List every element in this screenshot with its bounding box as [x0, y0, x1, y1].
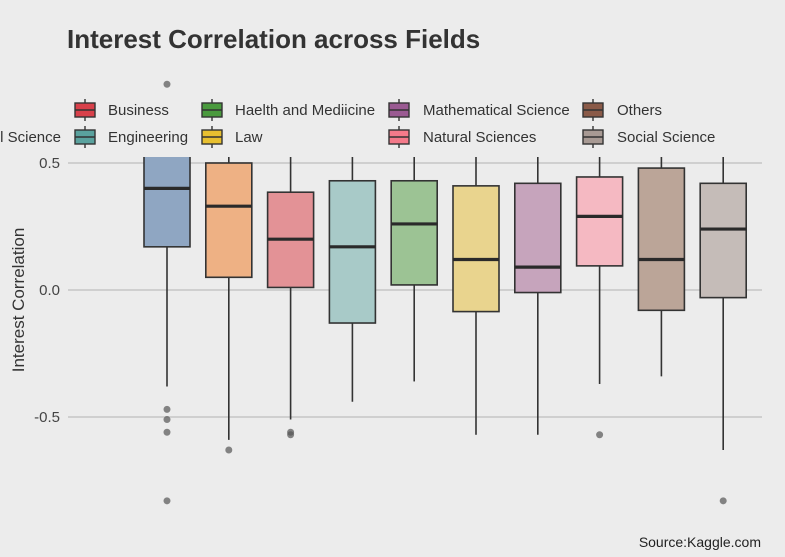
box: [143, 146, 191, 248]
box-group: [266, 137, 315, 439]
outlier-point: [596, 431, 604, 439]
legend-label: l Science: [0, 129, 61, 146]
legend-label: Haelth and Mediicine: [235, 102, 375, 119]
legend-item: Social Science: [582, 126, 715, 148]
box: [328, 179, 377, 324]
legend-label: Law: [235, 129, 263, 146]
y-tick-label: -0.5: [34, 409, 60, 426]
box-group: [205, 137, 253, 454]
box-group: [390, 137, 439, 382]
box-group: [143, 80, 191, 505]
outlier-point: [163, 405, 171, 413]
box-group: [637, 137, 686, 377]
legend-item: l Science: [0, 129, 61, 146]
outlier-point: [163, 497, 171, 505]
legend-item: Others: [582, 99, 662, 121]
box-group: [328, 137, 377, 402]
legend-item: Business: [74, 99, 169, 121]
legend-item: Law: [201, 126, 263, 148]
box: [699, 182, 748, 299]
legend-label: Mathematical Science: [423, 102, 570, 119]
legend-item: Engineering: [74, 126, 188, 148]
legend-item: Mathematical Science: [388, 99, 570, 121]
legend-item: Natural Sciences: [388, 126, 536, 148]
legend-label: Others: [617, 102, 662, 119]
legend-label: Natural Sciences: [423, 129, 536, 146]
outlier-point: [287, 431, 295, 439]
y-tick-label: 0.5: [39, 155, 60, 172]
y-tick-label: 0.0: [39, 282, 60, 299]
source-caption: Source:Kaggle.com: [639, 534, 761, 550]
outlier-point: [163, 428, 171, 436]
legend-label: Social Science: [617, 129, 715, 146]
outlier-point: [719, 497, 727, 505]
box-group: [513, 137, 562, 435]
box: [452, 185, 500, 313]
box: [637, 167, 686, 312]
box: [390, 179, 439, 286]
box-group: [452, 137, 500, 435]
box-group: [575, 137, 624, 439]
legend-label: Business: [108, 102, 169, 119]
box: [513, 182, 562, 294]
box-group: [699, 137, 748, 505]
outlier-point: [163, 80, 171, 88]
outlier-point: [225, 446, 233, 454]
box: [575, 176, 624, 267]
chart-title: Interest Correlation across Fields: [67, 24, 480, 54]
box: [205, 162, 253, 279]
legend-item: Haelth and Mediicine: [201, 99, 375, 121]
outlier-point: [163, 416, 171, 424]
legend-label: Engineering: [108, 129, 188, 146]
y-axis-label: Interest Correlation: [9, 228, 28, 373]
